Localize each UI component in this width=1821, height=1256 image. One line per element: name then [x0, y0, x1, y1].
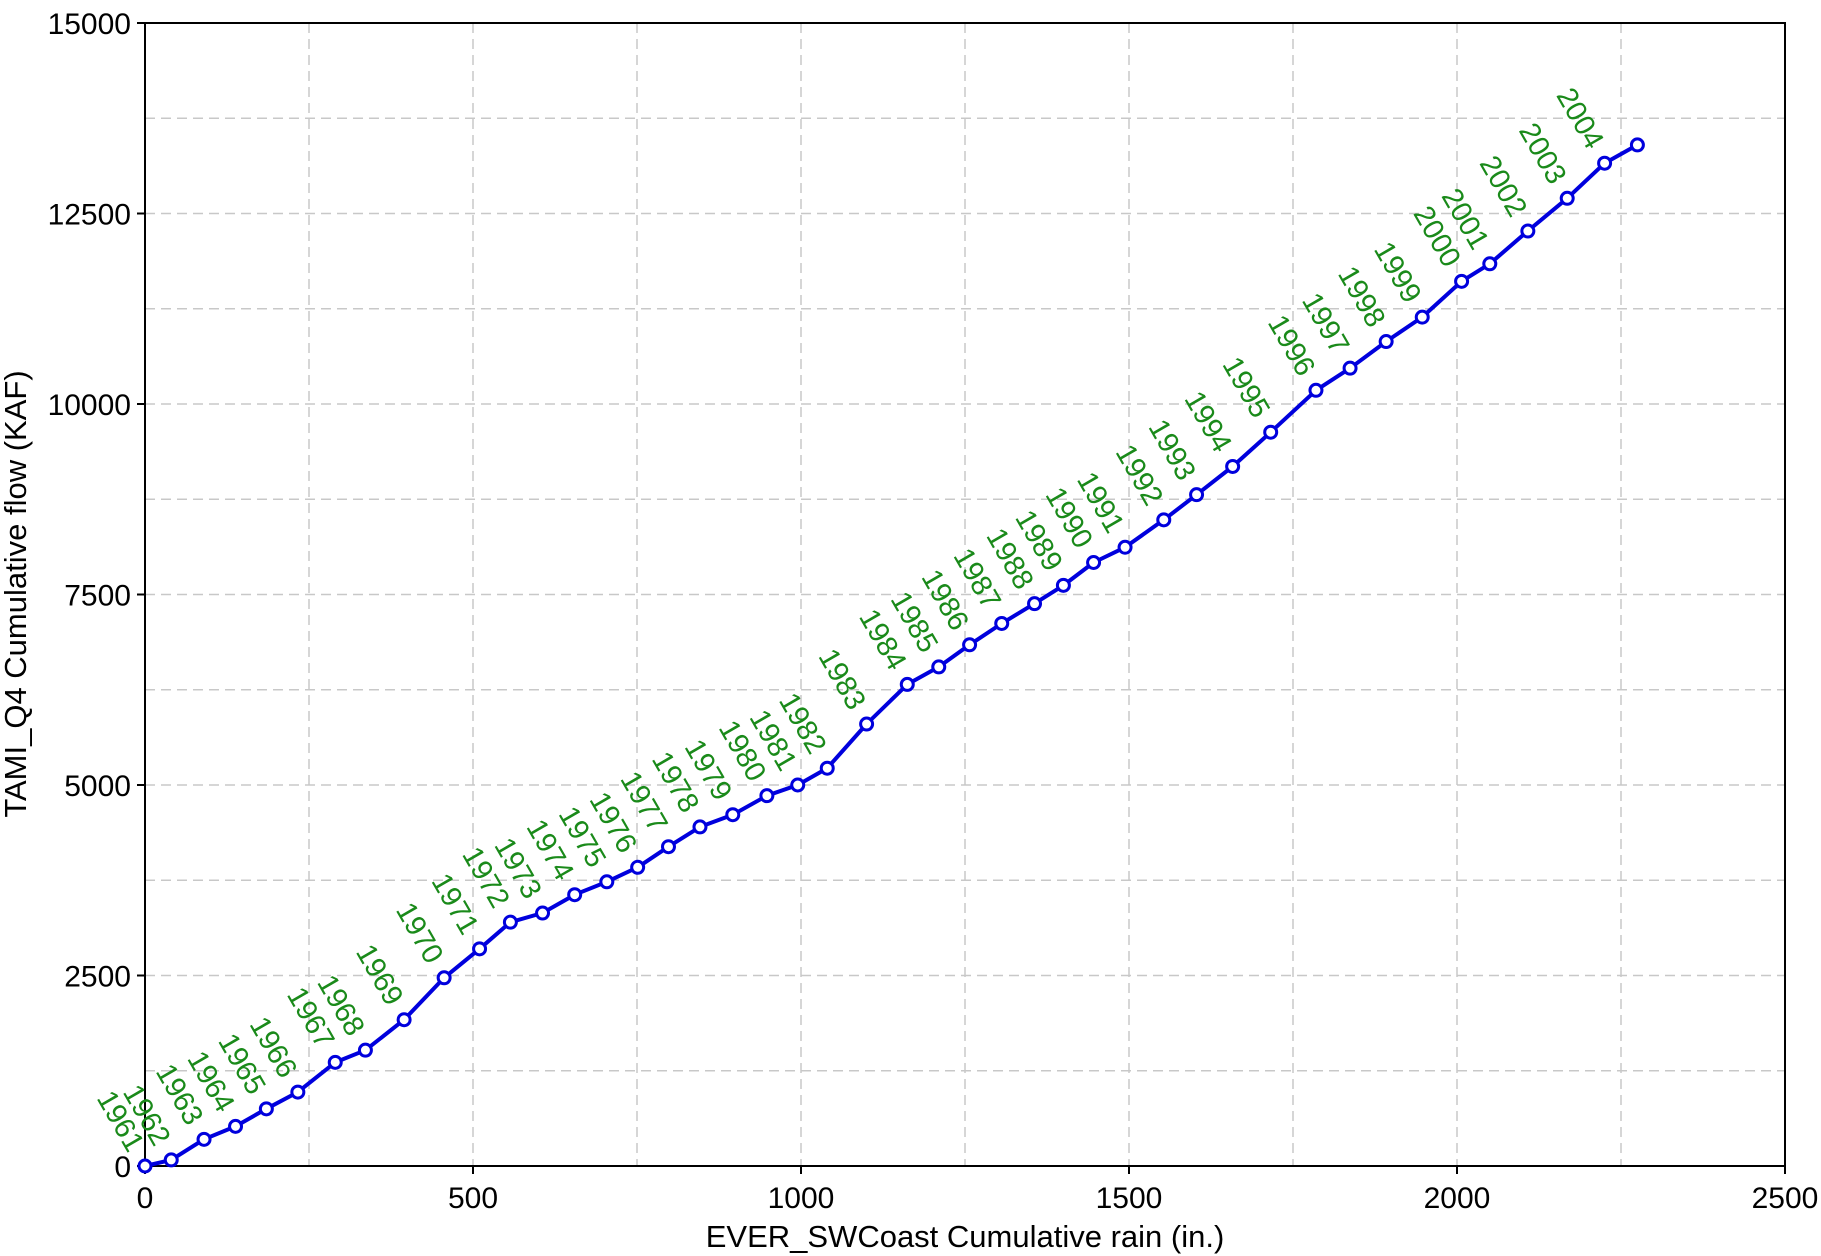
data-point	[819, 760, 835, 776]
x-tick-label: 2000	[1424, 1182, 1491, 1215]
data-point	[1055, 577, 1071, 593]
data-point	[994, 615, 1010, 631]
data-point	[1308, 382, 1324, 398]
data-point	[599, 874, 615, 890]
data-point	[1117, 539, 1133, 555]
data-point	[196, 1131, 212, 1147]
data-point	[1414, 309, 1430, 325]
data-point	[258, 1101, 274, 1117]
data-point	[790, 777, 806, 793]
data-point	[1189, 487, 1205, 503]
x-tick-label: 500	[448, 1182, 498, 1215]
data-point	[1342, 360, 1358, 376]
x-axis-ticks: 0 500 1000 1500 2000 2500	[137, 1166, 1819, 1215]
x-tick-label: 0	[137, 1182, 154, 1215]
y-tick-label: 0	[114, 1151, 131, 1184]
data-point	[535, 905, 551, 921]
data-point	[396, 1012, 412, 1028]
data-point	[502, 914, 518, 930]
x-tick-label: 1000	[768, 1182, 835, 1215]
series-markers	[137, 137, 1645, 1174]
x-tick-label: 2500	[1752, 1182, 1819, 1215]
y-tick-label: 2500	[64, 961, 131, 994]
data-point	[1597, 155, 1613, 171]
grid	[145, 23, 1785, 1166]
y-tick-label: 7500	[64, 580, 131, 613]
data-point	[759, 788, 775, 804]
data-point	[436, 970, 452, 986]
data-point	[472, 941, 488, 957]
data-point	[1156, 512, 1172, 528]
data-point	[327, 1054, 343, 1070]
x-axis-title: EVER_SWCoast Cumulative rain (in.)	[706, 1219, 1225, 1254]
data-point	[567, 887, 583, 903]
data-point	[1225, 458, 1241, 474]
data-point	[1629, 137, 1645, 153]
data-point	[692, 819, 708, 835]
data-point	[1086, 554, 1102, 570]
x-tick-label: 1500	[1096, 1182, 1163, 1215]
data-point	[1263, 424, 1279, 440]
y-axis-title: TAMI_Q4 Cumulative flow (KAF)	[0, 370, 33, 817]
data-point	[859, 716, 875, 732]
y-tick-label: 15000	[48, 8, 131, 41]
data-point	[962, 637, 978, 653]
data-point	[357, 1042, 373, 1058]
data-point	[660, 839, 676, 855]
data-point	[137, 1158, 153, 1174]
y-tick-label: 12500	[48, 199, 131, 232]
data-point	[163, 1152, 179, 1168]
data-point	[1454, 273, 1470, 289]
data-point	[1027, 596, 1043, 612]
data-point	[630, 859, 646, 875]
data-point	[1520, 223, 1536, 239]
data-point	[725, 807, 741, 823]
y-tick-label: 10000	[48, 389, 131, 422]
data-point	[290, 1084, 306, 1100]
y-tick-label: 5000	[64, 770, 131, 803]
data-point	[931, 659, 947, 675]
data-point	[1482, 256, 1498, 272]
data-point	[228, 1118, 244, 1134]
y-axis-ticks: 0 2500 5000 7500 10000 12500 15000	[48, 8, 145, 1184]
data-point	[1378, 334, 1394, 350]
data-point	[899, 676, 915, 692]
data-point	[1559, 190, 1575, 206]
